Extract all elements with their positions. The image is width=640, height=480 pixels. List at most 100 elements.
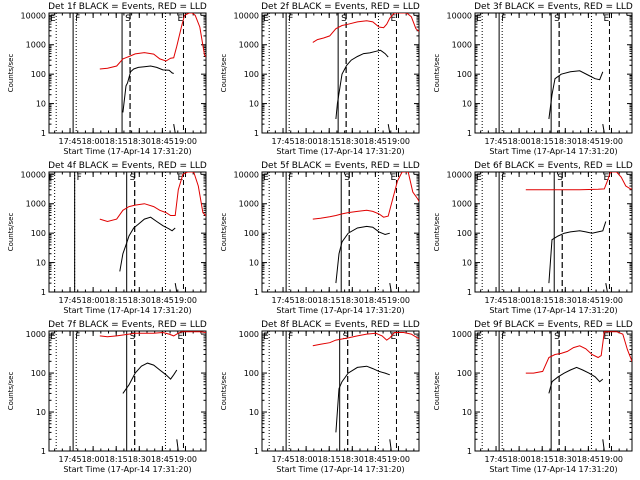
x-tick-label: 17:45 (272, 137, 295, 146)
y-tick-label: 1000 (452, 330, 472, 339)
x-tick-label: 19:00 (387, 296, 410, 305)
plot-frame (48, 171, 207, 293)
data-series-group (548, 70, 605, 133)
x-tick-label: 18:15 (105, 137, 128, 146)
data-series-group (312, 332, 419, 451)
x-axis-label: Start Time (17-Apr-14 17:31:20) (489, 147, 617, 156)
marker-letter: S (130, 332, 136, 342)
y-tick-label: 1 (41, 129, 46, 138)
x-tick-label: 18:30 (554, 296, 577, 305)
x-tick-label: 18:30 (341, 296, 364, 305)
marker-letter: E (390, 173, 396, 183)
x-tick-label: 18:15 (531, 137, 554, 146)
events-series-line (335, 225, 390, 284)
y-tick-label: 100 (457, 70, 472, 79)
x-tick-label: 17:45 (59, 296, 82, 305)
y-tick-label: 100 (244, 369, 259, 378)
marker-letter: E (177, 14, 183, 24)
marker-letter: F (75, 332, 80, 342)
y-tick-label: 10000 (234, 170, 259, 179)
lld-series-line (312, 13, 419, 43)
x-axis-label: Start Time (17-Apr-14 17:31:20) (276, 306, 404, 315)
x-tick-label: 18:45 (364, 137, 387, 146)
y-tick-label: 1 (467, 447, 472, 456)
x-tick-label: 18:00 (82, 296, 105, 305)
x-tick-label: 19:00 (174, 137, 197, 146)
y-tick-label: 100 (31, 229, 46, 238)
plot-frame (261, 330, 420, 452)
chart-panel-7: Det 7f BLACK = Events, RED = LLD 1 10 100 10… (7, 320, 207, 474)
lld-series-line (312, 332, 419, 347)
x-tick-label: 18:45 (151, 296, 174, 305)
y-tick-label: 1000 (239, 41, 259, 50)
marker-letter: F (288, 332, 293, 342)
marker-letter: S (343, 332, 349, 342)
marker-letter: E (263, 332, 269, 342)
marker-letter: E (263, 14, 269, 24)
y-axis-label: Counts/sec (220, 213, 228, 252)
chart-title: Det 7f BLACK = Events, RED = LLD (48, 320, 207, 330)
marker-letter: S (557, 173, 563, 183)
x-tick-label: 18:30 (128, 137, 151, 146)
plot-frame (261, 171, 420, 293)
lld-series-line (312, 172, 419, 220)
marker-letter: E (476, 173, 482, 183)
chart-panel-5: Det 5f BLACK = Events, RED = LLD 1 10 100 10… (220, 161, 420, 315)
chart-panel-9: Det 9f BLACK = Events, RED = LLD 1 10 100 10… (433, 320, 633, 474)
events-drop-line (605, 283, 608, 292)
x-tick-label: 18:00 (295, 137, 318, 146)
marker-letter: F (501, 332, 506, 342)
marker-letter: E (603, 332, 609, 342)
y-tick-label: 1000 (452, 41, 472, 50)
marker-letter: E (49, 173, 55, 183)
y-tick-label: 100 (244, 229, 259, 238)
chart-panel-6: Det 6f BLACK = Events, RED = LLD 1 10 100 10… (433, 161, 633, 315)
lld-series-line (99, 172, 206, 223)
marker-letter: S (125, 14, 131, 24)
lld-series-line (99, 13, 206, 70)
marker-letter: E (603, 14, 609, 24)
x-tick-label: 18:30 (554, 455, 577, 464)
y-tick-label: 10 (36, 408, 46, 417)
y-tick-label: 100 (31, 369, 46, 378)
x-tick-label: 18:00 (82, 137, 105, 146)
y-tick-label: 1 (467, 288, 472, 297)
marker-letter: S (130, 173, 136, 183)
chart-panel-3: Det 3f BLACK = Events, RED = LLD 1 10 100 10… (433, 2, 633, 156)
chart-panel-1: Det 1f BLACK = Events, RED = LLD 1 10 100 10… (7, 2, 207, 156)
marker-letter: E (476, 14, 482, 24)
y-tick-label: 10 (249, 100, 259, 109)
y-tick-label: 10 (462, 259, 472, 268)
marker-letter: F (501, 173, 506, 183)
events-series-line (548, 366, 604, 394)
chart-title: Det 9f BLACK = Events, RED = LLD (474, 320, 633, 330)
x-tick-label: 19:00 (600, 137, 623, 146)
x-tick-label: 19:00 (174, 455, 197, 464)
data-series-group (312, 172, 419, 292)
x-axis-label: Start Time (17-Apr-14 17:31:20) (63, 147, 191, 156)
events-series-line (122, 65, 174, 113)
x-tick-label: 18:00 (295, 296, 318, 305)
y-tick-label: 1000 (452, 200, 472, 209)
x-tick-label: 18:45 (577, 296, 600, 305)
data-series-group (99, 172, 206, 292)
x-tick-label: 18:30 (341, 455, 364, 464)
x-tick-label: 18:00 (508, 296, 531, 305)
x-tick-label: 18:30 (128, 455, 151, 464)
chart-title: Det 3f BLACK = Events, RED = LLD (474, 2, 633, 12)
marker-letter: E (476, 332, 482, 342)
x-tick-label: 18:15 (318, 455, 341, 464)
x-tick-label: 17:45 (59, 455, 82, 464)
y-tick-label: 10000 (447, 11, 472, 20)
y-tick-label: 1 (467, 129, 472, 138)
x-tick-label: 18:30 (128, 296, 151, 305)
x-axis-label: Start Time (17-Apr-14 17:31:20) (489, 306, 617, 315)
y-tick-label: 10 (462, 408, 472, 417)
events-drop-line (389, 283, 392, 292)
y-tick-label: 1 (254, 447, 259, 456)
marker-letter: E (177, 332, 183, 342)
x-tick-label: 18:00 (508, 137, 531, 146)
events-drop-line (602, 124, 605, 133)
y-tick-label: 10000 (447, 170, 472, 179)
